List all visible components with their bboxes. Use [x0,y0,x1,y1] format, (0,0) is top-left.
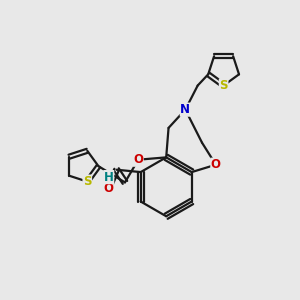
Text: S: S [83,175,92,188]
Text: S: S [219,79,228,92]
Text: N: N [180,103,190,116]
Text: H: H [104,171,114,184]
Text: O: O [133,153,143,166]
Text: O: O [211,158,221,171]
Text: O: O [103,182,113,195]
